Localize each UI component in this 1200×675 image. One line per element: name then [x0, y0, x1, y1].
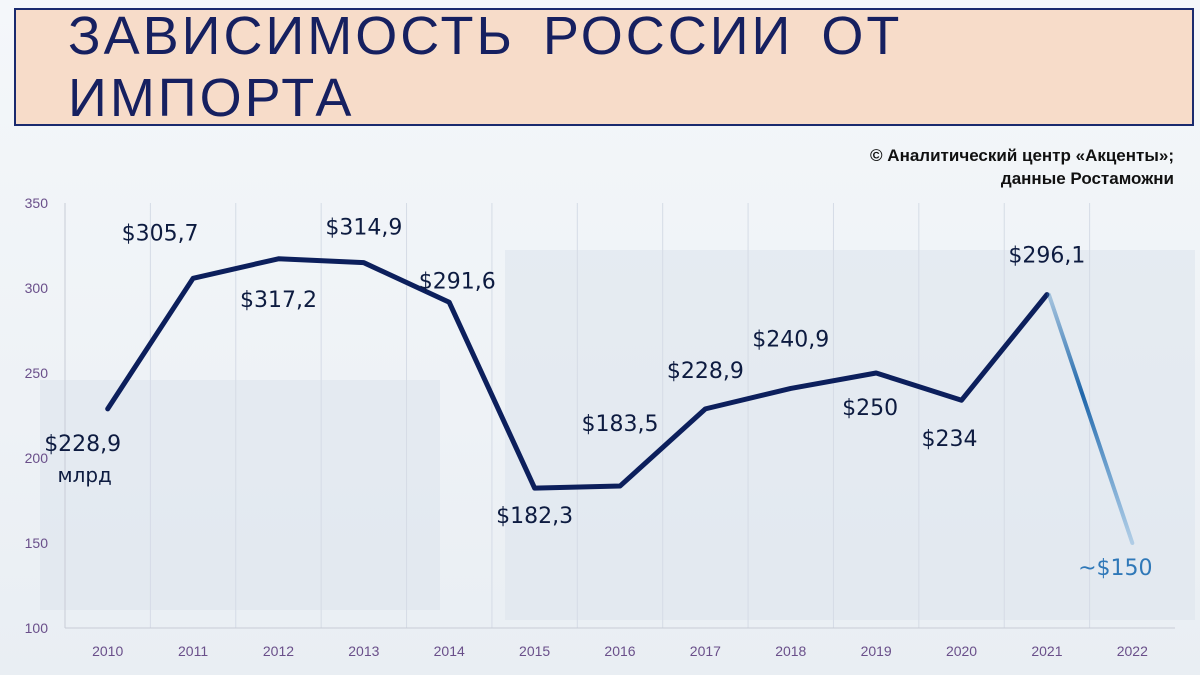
- data-label: $234: [922, 427, 978, 452]
- source-note: © Аналитический центр «Акценты»; данные …: [870, 144, 1174, 190]
- data-label: $228,9: [667, 359, 744, 384]
- y-tick-label: 100: [25, 620, 49, 636]
- x-tick-label: 2015: [519, 643, 550, 659]
- x-tick-label: 2019: [861, 643, 892, 659]
- page-title: ЗАВИСИМОСТЬ РОССИИ ОТ ИМПОРТА: [68, 6, 903, 128]
- data-label: $305,7: [122, 221, 199, 246]
- x-tick-label: 2018: [775, 643, 806, 659]
- y-tick-label: 200: [25, 450, 49, 466]
- data-label: $296,1: [1008, 244, 1085, 269]
- data-label: $228,9: [44, 432, 121, 457]
- x-tick-label: 2017: [690, 643, 721, 659]
- source-line-1: © Аналитический центр «Акценты»;: [870, 146, 1174, 165]
- x-tick-label: 2014: [434, 643, 465, 659]
- data-label: $291,6: [419, 269, 496, 294]
- series-line-forecast: [1046, 292, 1135, 545]
- background-ship-left: [40, 380, 440, 610]
- title-banner: ЗАВИСИМОСТЬ РОССИИ ОТ ИМПОРТА: [14, 6, 1194, 128]
- x-tick-label: 2016: [604, 643, 635, 659]
- y-tick-label: 300: [25, 280, 49, 296]
- x-tick-label: 2020: [946, 643, 977, 659]
- background-ship-right: [505, 250, 1195, 620]
- data-label: $182,3: [496, 504, 573, 529]
- data-label: $183,5: [582, 412, 659, 437]
- data-label: $317,2: [240, 288, 317, 313]
- data-label: $314,9: [325, 216, 402, 241]
- y-tick-label: 350: [25, 195, 49, 211]
- source-line-2: данные Ростаможни: [1000, 169, 1174, 188]
- x-tick-label: 2011: [178, 643, 208, 659]
- data-label: $240,9: [752, 327, 829, 352]
- x-tick-label: 2010: [92, 643, 123, 659]
- x-tick-label: 2021: [1031, 643, 1062, 659]
- data-label: $250: [842, 396, 898, 421]
- data-label-forecast: ~$150: [1078, 556, 1152, 581]
- y-tick-label: 150: [25, 535, 49, 551]
- series-line-actual: [105, 256, 1050, 491]
- data-label-unit: млрд: [57, 463, 111, 487]
- x-tick-label: 2012: [263, 643, 294, 659]
- y-tick-label: 250: [25, 365, 49, 381]
- x-tick-label: 2022: [1117, 643, 1148, 659]
- x-tick-label: 2013: [348, 643, 379, 659]
